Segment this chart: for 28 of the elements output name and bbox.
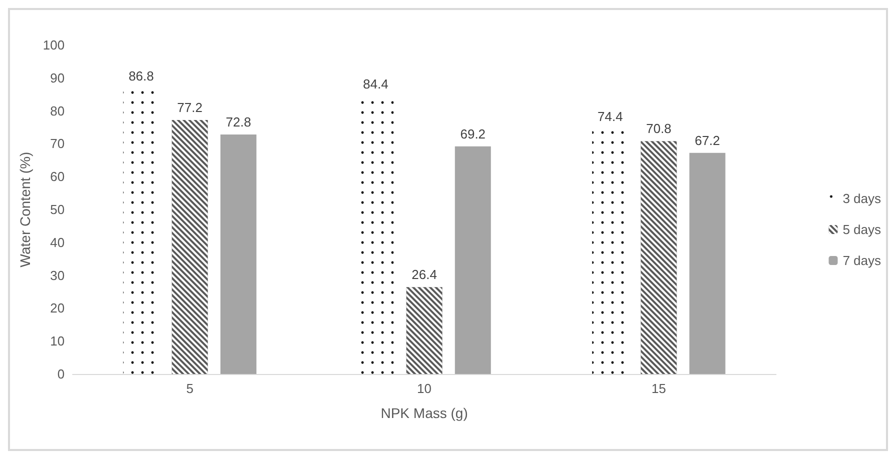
y-tick-label: 90 bbox=[50, 70, 65, 86]
data-label: 72.8 bbox=[226, 114, 252, 130]
legend-label: 5 days bbox=[842, 222, 882, 237]
y-tick-label: 70 bbox=[50, 136, 65, 152]
legend-label: 3 days bbox=[842, 191, 882, 206]
y-tick-label: 30 bbox=[50, 268, 65, 283]
y-tick-label: 60 bbox=[50, 169, 65, 184]
data-label: 77.2 bbox=[177, 100, 202, 116]
y-tick-label: 50 bbox=[50, 202, 65, 217]
x-axis-title: NPK Mass (g) bbox=[380, 405, 468, 421]
x-tick-label: 10 bbox=[417, 381, 432, 396]
y-tick-label: 40 bbox=[50, 234, 65, 250]
y-tick-label: 0 bbox=[57, 366, 65, 382]
legend-label: 7 days bbox=[842, 253, 882, 268]
data-label: 69.2 bbox=[460, 126, 486, 142]
data-label: 67.2 bbox=[694, 132, 720, 148]
y-tick-label: 20 bbox=[50, 300, 65, 316]
y-tick-label: 80 bbox=[50, 103, 65, 118]
data-label: 74.4 bbox=[598, 109, 623, 124]
x-tick-label: 15 bbox=[652, 381, 666, 396]
y-tick-label: 100 bbox=[42, 38, 65, 52]
y-tick-label: 10 bbox=[50, 334, 65, 349]
data-label: 84.4 bbox=[363, 76, 388, 92]
data-label: 70.8 bbox=[646, 121, 672, 136]
y-axis-title: Water Content (%) bbox=[17, 152, 33, 268]
x-tick-label: 5 bbox=[186, 381, 194, 396]
data-label: 86.8 bbox=[128, 68, 154, 84]
data-label: 26.4 bbox=[412, 267, 437, 282]
